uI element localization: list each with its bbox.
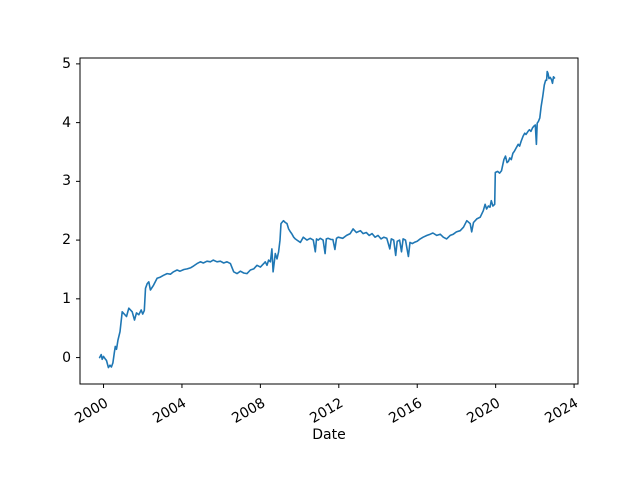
y-tick-label: 4 bbox=[62, 114, 71, 131]
y-tick-label: 1 bbox=[62, 290, 71, 307]
series-line bbox=[98, 70, 556, 369]
plot-border bbox=[79, 57, 579, 385]
y-tick-label: 5 bbox=[62, 55, 71, 72]
x-axis-title: Date bbox=[312, 427, 346, 443]
y-tick-label: 2 bbox=[62, 232, 71, 249]
y-tick-label: 0 bbox=[62, 349, 71, 366]
tick-marks bbox=[76, 63, 575, 388]
y-tick-label: 3 bbox=[62, 173, 71, 190]
